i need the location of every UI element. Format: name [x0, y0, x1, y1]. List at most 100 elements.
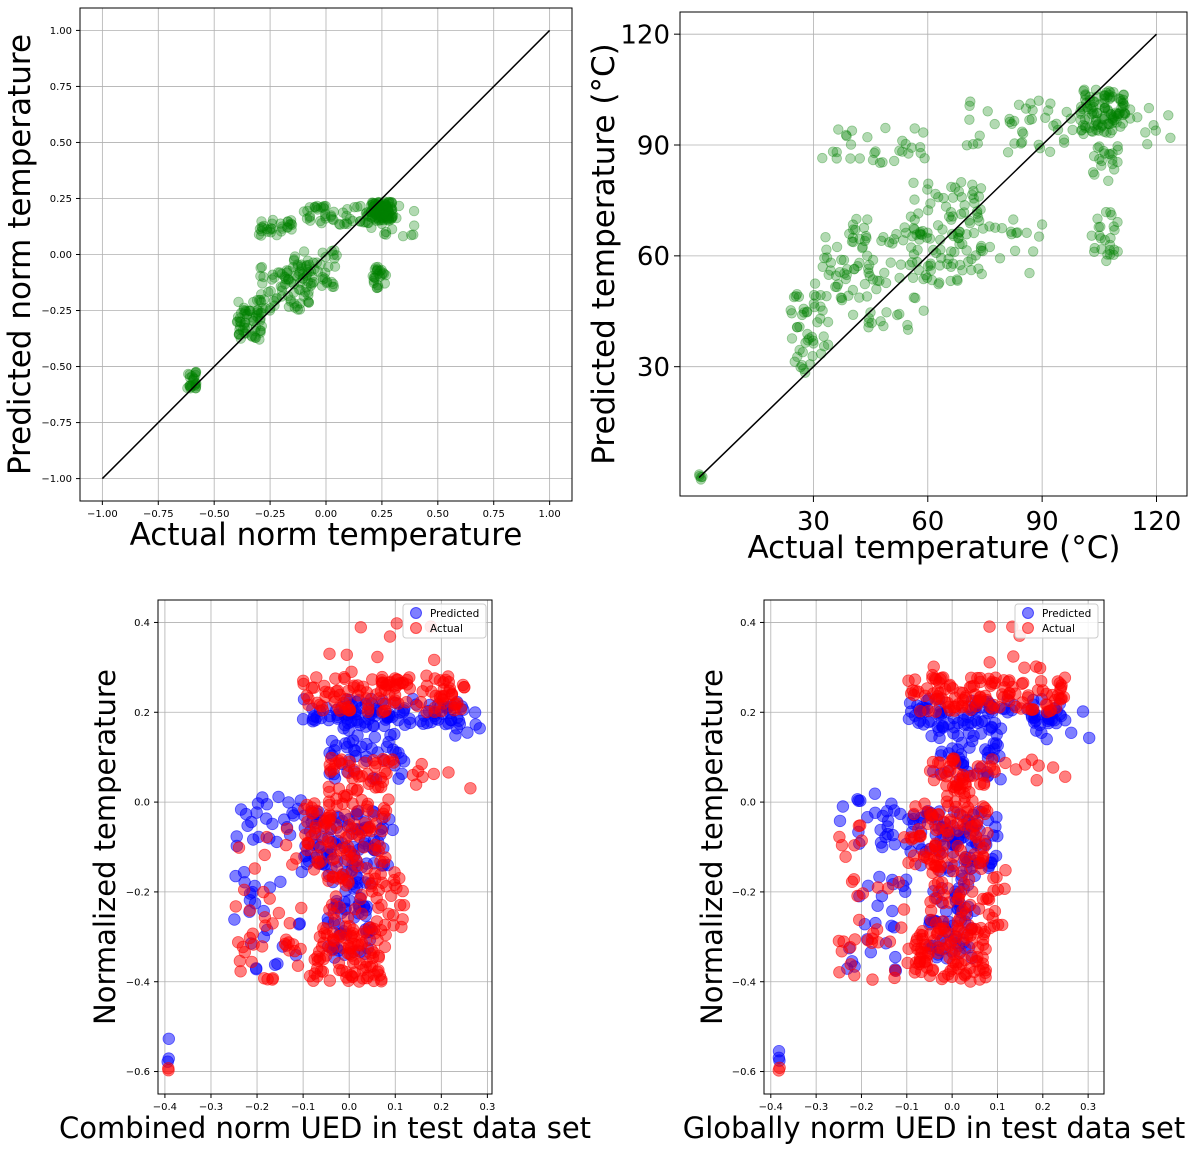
data-point [976, 240, 987, 252]
data-point [955, 208, 967, 220]
actual-point [958, 953, 972, 967]
actual-point [1009, 700, 1023, 714]
actual-point [1058, 770, 1072, 783]
data-point [256, 307, 267, 318]
data-point [945, 261, 957, 273]
data-point [802, 328, 813, 340]
data-point [848, 224, 859, 235]
legend: Predicted Actual [1014, 603, 1099, 639]
x-tick-label: 0.3 [1080, 1102, 1096, 1113]
data-point [408, 229, 419, 240]
data-point [916, 229, 928, 240]
actual-point [342, 942, 356, 955]
actual-point [279, 838, 293, 852]
data-point [271, 229, 283, 241]
actual-point [866, 973, 879, 986]
data-point [866, 317, 877, 329]
actual-point [1017, 676, 1030, 690]
data-point [832, 279, 844, 290]
actual-point [1009, 687, 1022, 700]
data-point [1108, 112, 1120, 123]
data-point [1099, 234, 1111, 246]
data-point [363, 217, 374, 229]
data-point [1078, 128, 1089, 140]
data-point [818, 341, 830, 352]
actual-point [232, 841, 246, 854]
data-point [854, 292, 865, 303]
data-point [947, 211, 958, 222]
data-point [982, 106, 993, 117]
data-point [1102, 118, 1113, 129]
data-point [376, 212, 387, 223]
data-point [370, 198, 381, 209]
actual-point [291, 959, 305, 972]
data-point [908, 222, 919, 234]
data-point [964, 100, 975, 112]
data-point [1099, 110, 1111, 122]
data-point [925, 258, 936, 269]
data-point [827, 146, 839, 157]
actual-point [909, 800, 922, 813]
data-point [1042, 105, 1054, 116]
data-point [804, 333, 815, 344]
actual-point [229, 900, 243, 913]
actual-point [333, 963, 346, 977]
data-point [1104, 118, 1115, 130]
actual-point [839, 850, 852, 863]
data-point [380, 210, 392, 221]
actual-point [449, 697, 462, 711]
data-point [830, 270, 842, 281]
data-point [1095, 233, 1107, 244]
x-tick-label: 60 [911, 507, 944, 537]
data-point [952, 275, 963, 286]
data-point [267, 214, 279, 226]
data-point [1112, 110, 1123, 122]
x-tick-label: 0.00 [315, 509, 337, 520]
data-point [294, 266, 305, 277]
data-point [352, 201, 363, 213]
data-point [945, 275, 956, 287]
actual-point [833, 966, 846, 979]
data-point [375, 214, 387, 226]
data-point [1082, 103, 1094, 115]
actual-point [310, 671, 323, 684]
data-point [386, 198, 398, 209]
data-point [845, 139, 857, 150]
actual-point [928, 839, 942, 853]
data-point [362, 209, 373, 221]
data-point [852, 261, 863, 272]
data-point [328, 206, 340, 218]
data-point [295, 284, 306, 296]
data-point [967, 189, 978, 201]
actual-point [949, 944, 962, 957]
data-point [379, 278, 391, 289]
predicted-point [229, 869, 242, 883]
data-point [252, 305, 263, 316]
legend-label-predicted: Predicted [430, 608, 479, 620]
data-point [379, 228, 390, 240]
data-point [1105, 108, 1116, 120]
predicted-point [368, 731, 382, 744]
data-point [232, 311, 244, 323]
data-point [858, 222, 870, 234]
data-point [376, 264, 387, 276]
data-point [1079, 120, 1091, 132]
actual-point [1044, 704, 1058, 717]
data-point [845, 153, 856, 164]
data-point [1109, 114, 1120, 126]
data-point [255, 294, 266, 306]
data-point [185, 381, 196, 393]
data-point [854, 257, 865, 269]
y-tick-label: −0.2 [126, 888, 150, 899]
data-point [1108, 244, 1120, 255]
data-point [1083, 112, 1095, 124]
data-point [812, 317, 823, 328]
data-point [308, 276, 319, 288]
data-point [302, 255, 313, 266]
data-point [794, 321, 805, 333]
data-point [391, 212, 402, 224]
data-point [863, 267, 874, 278]
data-point [834, 267, 846, 278]
data-point [409, 220, 420, 231]
data-point [1079, 84, 1090, 95]
